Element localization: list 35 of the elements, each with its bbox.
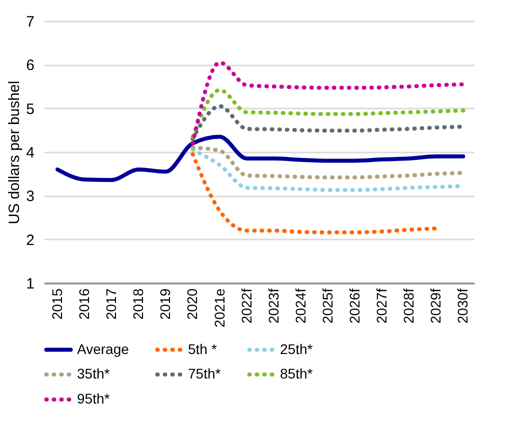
y-tick-label: 5 (26, 100, 34, 118)
legend-label: 95th* (77, 390, 110, 406)
x-tick-label: 2015 (49, 288, 66, 320)
x-tick-label: 2017 (103, 288, 120, 320)
legend-label: 25th* (280, 340, 314, 357)
x-tick-label: 2024f (292, 288, 308, 324)
y-tick-label: 6 (26, 57, 34, 74)
x-tick-label: 2020 (184, 288, 200, 320)
legend-label: 75th* (188, 366, 222, 382)
legend-label: 5th * (188, 340, 218, 357)
x-tick-label: 2025f (319, 288, 336, 324)
x-tick-label: 2026f (346, 288, 363, 324)
line-series (190, 88, 466, 139)
x-tick-label: 2027f (374, 288, 390, 324)
y-tick-label: 7 (26, 14, 34, 30)
legend-label: 85th* (280, 366, 314, 382)
legend-label: 35th* (77, 366, 110, 382)
line-series (190, 152, 438, 234)
y-tick-label: 1 (26, 276, 34, 292)
x-tick-label: 2021e (211, 288, 228, 328)
line-series (190, 60, 466, 146)
x-tick-label: 2022f (238, 288, 254, 324)
y-axis-title: US dollars per bushel (6, 80, 24, 224)
x-tick-label: 2018 (130, 288, 146, 320)
legend-label: Average (77, 340, 130, 357)
x-tick-label: 2016 (76, 288, 92, 320)
x-tick-label: 2030f (454, 288, 471, 324)
x-tick-label: 2028f (400, 288, 417, 324)
y-tick-label: 2 (26, 232, 34, 249)
x-tick-label: 2023f (265, 288, 282, 324)
line-series (56, 134, 466, 182)
x-tick-label: 2029f (428, 288, 444, 324)
y-tick-label: 3 (26, 188, 34, 206)
x-tick-label: 2019 (157, 288, 174, 320)
y-tick-label: 4 (26, 144, 34, 162)
